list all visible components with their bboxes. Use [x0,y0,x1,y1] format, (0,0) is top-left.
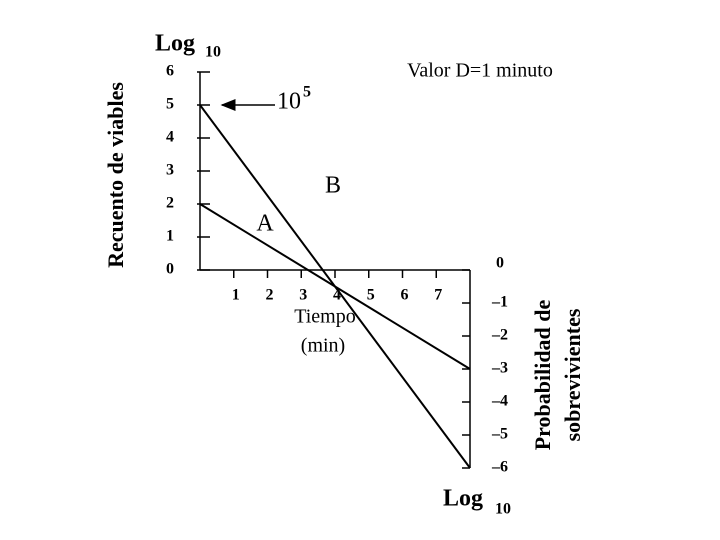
y-tick-label: 5 [166,96,174,113]
y2-tick-label: –6 [491,459,508,476]
x-axis-label: (min) [301,335,345,357]
y-tick-label: 2 [166,195,174,212]
y2-unit-sub: 10 [495,501,511,518]
y-tick-label: 6 [166,63,174,80]
series-label: A [256,211,274,237]
chart-title: Valor D=1 minuto [407,60,553,82]
y-axis-label: Recuento de viables [103,82,128,268]
annotation-text: 10 [277,89,301,115]
x-axis-label: Tiempo [294,306,356,328]
x-tick-label: 6 [401,287,409,304]
y-tick-label: 4 [166,129,174,146]
y2-unit: Log [443,486,483,512]
series-label: B [325,173,341,199]
y-unit-sub: 10 [205,44,221,61]
x-tick-label: 5 [367,287,375,304]
y2-tick-label: –2 [491,327,508,344]
y2-tick-label: –3 [491,360,508,377]
y2-tick-label: –5 [491,426,508,443]
y2-tick-label: –4 [491,393,508,410]
x-tick-label: 3 [299,287,307,304]
y-tick-label: 0 [166,261,174,278]
y-tick-label: 1 [166,228,174,245]
y2-tick-label: 0 [496,255,504,272]
y2-tick-label: –1 [491,294,508,311]
x-tick-label: 2 [266,287,274,304]
y-tick-label: 3 [166,162,174,179]
y2-axis-label: sobrevivientes [560,308,585,441]
x-tick-label: 7 [434,287,442,304]
annotation-sup: 5 [303,84,311,101]
y-unit: Log [155,31,195,57]
x-tick-label: 1 [232,287,240,304]
line [199,203,471,370]
y2-axis-label: Probabilidad de [530,299,555,450]
x-tick-label: 4 [333,287,341,304]
